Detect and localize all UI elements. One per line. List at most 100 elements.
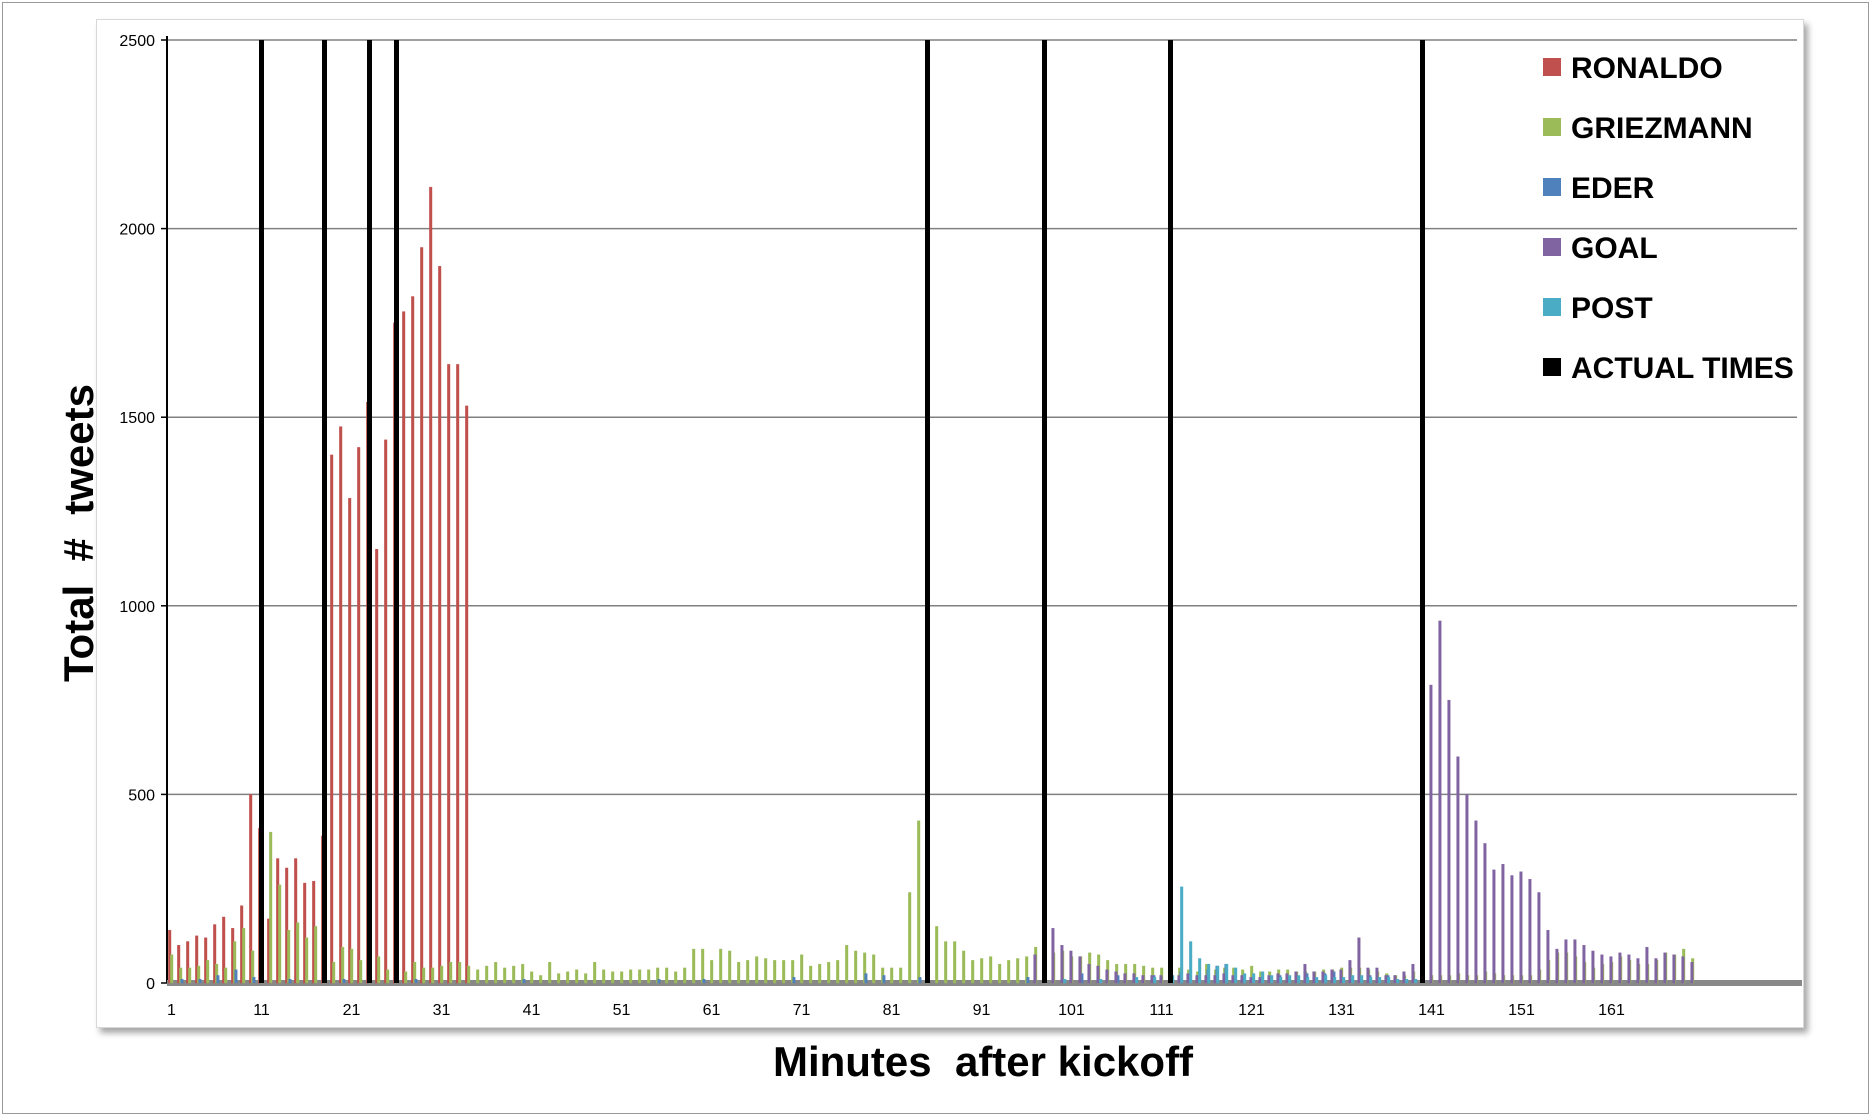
bar-griezmann [989, 956, 993, 984]
bar-eder [288, 979, 292, 984]
legend-label: ACTUAL TIMES [1571, 352, 1794, 385]
bar-post [1099, 979, 1103, 984]
bar-eder [657, 979, 661, 984]
bar-griezmann [629, 969, 633, 984]
bar-griezmann [278, 884, 282, 984]
bar-ronaldo [177, 945, 181, 984]
bar-goal [1492, 869, 1496, 984]
bar-post [1189, 941, 1193, 984]
bar-goal [1123, 973, 1127, 984]
bar-griezmann [773, 960, 777, 984]
bar-griezmann [269, 831, 273, 984]
bar-goal [1402, 971, 1406, 984]
x-tick-label: 51 [613, 1002, 631, 1019]
bar-griezmann [305, 937, 309, 984]
bar-post [1351, 975, 1355, 984]
bar-griezmann [404, 971, 408, 984]
bar-goal [1411, 963, 1415, 984]
bar-griezmann [782, 960, 786, 984]
bar-griezmann [647, 969, 651, 984]
bar-post [1261, 971, 1265, 984]
legend-swatch-eder [1543, 178, 1561, 196]
bar-griezmann [728, 950, 732, 984]
bar-griezmann [512, 965, 516, 984]
bar-eder [342, 979, 346, 984]
bar-goal [1690, 962, 1694, 984]
bar-goal [1591, 950, 1595, 984]
bar-goal [1312, 971, 1316, 984]
bar-eder [522, 979, 526, 984]
bar-griezmann [539, 975, 543, 984]
bar-griezmann [818, 963, 822, 984]
bar-griezmann [494, 962, 498, 984]
bar-post [1369, 977, 1373, 984]
bar-goal [1357, 937, 1361, 984]
y-tick-label: 500 [128, 787, 155, 804]
bar-goal [1231, 975, 1235, 984]
bar-griezmann [584, 973, 588, 984]
bar-post [1225, 963, 1229, 984]
bar-griezmann [755, 956, 759, 984]
bar-goal [1375, 967, 1379, 984]
x-tick-label: 121 [1238, 1002, 1265, 1019]
bar-eder [1026, 977, 1030, 984]
bar-goal [1159, 975, 1163, 984]
bar-griezmann [980, 958, 984, 984]
x-tick-label: 111 [1149, 1002, 1173, 1019]
bar-griezmann [485, 965, 489, 984]
bar-ronaldo [213, 924, 217, 984]
bar-goal [1051, 928, 1055, 984]
bar-post [1405, 979, 1409, 984]
bar-goal [1672, 954, 1676, 984]
bar-ronaldo [411, 296, 415, 984]
bar-griezmann [566, 971, 570, 984]
x-axis-title: Minutes after kickoff [772, 1038, 1194, 1085]
bar-griezmann [872, 954, 876, 984]
bar-post [1153, 977, 1157, 984]
bar-post [1063, 979, 1067, 984]
y-axis-title: Total # tweets [55, 384, 102, 682]
bar-griezmann [737, 962, 741, 984]
bar-ronaldo [294, 858, 298, 984]
bar-goal [1645, 946, 1649, 984]
bar-post [1297, 975, 1301, 984]
bar-ronaldo [348, 498, 352, 984]
actual-time-marker [394, 40, 399, 983]
bar-griezmann [764, 958, 768, 984]
x-tick-label: 31 [433, 1002, 451, 1019]
bar-goal [1600, 954, 1604, 984]
bar-goal [1456, 756, 1460, 984]
bar-eder [198, 979, 202, 984]
bar-goal [1555, 948, 1559, 984]
bar-griezmann [242, 928, 246, 984]
bar-ronaldo [384, 439, 388, 984]
bar-goal [1573, 939, 1577, 984]
bar-goal [1447, 699, 1451, 984]
bar-goal [1546, 929, 1550, 984]
bar-griezmann [944, 941, 948, 984]
bar-ronaldo [195, 935, 199, 984]
bar-goal [1474, 820, 1478, 984]
bar-goal [1114, 971, 1118, 984]
bar-goal [1285, 973, 1289, 984]
x-tick-label: 91 [973, 1002, 991, 1019]
bar-eder [792, 977, 796, 984]
bar-griezmann [827, 962, 831, 984]
x-tick-label: 131 [1328, 1002, 1355, 1019]
bar-goal [1321, 971, 1325, 984]
bar-goal [1105, 969, 1109, 984]
y-tick-label: 1500 [119, 410, 155, 427]
bar-griezmann [665, 967, 669, 984]
bar-griezmann [917, 820, 921, 984]
bar-post [1378, 977, 1382, 984]
bar-post [1324, 975, 1328, 984]
bar-goal [1438, 620, 1442, 984]
bar-post [1180, 886, 1184, 984]
bar-griezmann [1016, 958, 1020, 984]
bar-goal [1528, 879, 1532, 984]
bar-ronaldo [339, 426, 343, 984]
x-tick-label: 81 [883, 1002, 901, 1019]
bar-griezmann [935, 926, 939, 984]
bar-post [1135, 977, 1139, 984]
